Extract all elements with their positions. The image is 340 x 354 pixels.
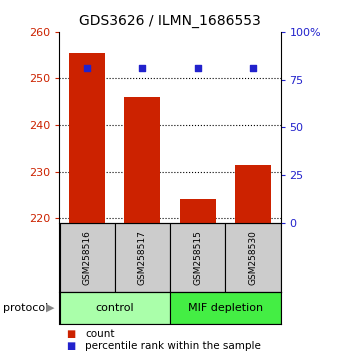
Text: count: count	[85, 329, 115, 339]
Text: GSM258530: GSM258530	[249, 230, 257, 285]
Bar	[59, 223, 115, 292]
Point	[250, 65, 256, 71]
Text: control: control	[96, 303, 134, 313]
Bar	[180, 199, 216, 223]
Bar	[170, 223, 225, 292]
Bar	[69, 53, 105, 223]
Bar	[115, 223, 170, 292]
Text: GSM258516: GSM258516	[83, 230, 91, 285]
Text: ■: ■	[66, 329, 75, 339]
Text: percentile rank within the sample: percentile rank within the sample	[85, 341, 261, 351]
Bar	[124, 97, 160, 223]
Title: GDS3626 / ILMN_1686553: GDS3626 / ILMN_1686553	[79, 14, 261, 28]
Text: protocol: protocol	[3, 303, 49, 313]
Text: ■: ■	[66, 341, 75, 351]
Text: GSM258517: GSM258517	[138, 230, 147, 285]
Text: ▶: ▶	[46, 303, 54, 313]
Text: MIF depletion: MIF depletion	[188, 303, 263, 313]
Bar	[59, 292, 170, 324]
Bar	[225, 223, 280, 292]
Point	[140, 65, 145, 71]
Point	[84, 65, 90, 71]
Bar	[235, 165, 271, 223]
Bar	[170, 292, 280, 324]
Point	[195, 65, 200, 71]
Text: GSM258515: GSM258515	[193, 230, 202, 285]
